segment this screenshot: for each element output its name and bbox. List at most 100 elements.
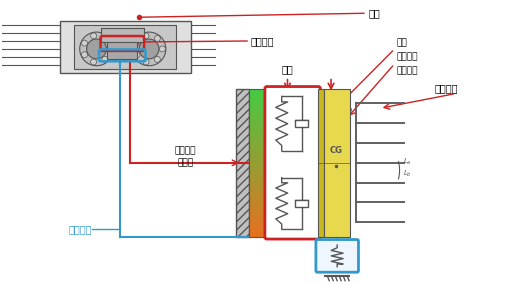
Bar — [249, 183, 267, 184]
Bar — [249, 196, 267, 198]
Bar — [249, 125, 267, 126]
Bar — [249, 106, 267, 107]
Bar — [249, 95, 267, 96]
Bar — [249, 216, 267, 217]
Bar — [249, 208, 267, 209]
Text: 惯性矩阵: 惯性矩阵 — [397, 52, 418, 61]
Bar — [249, 121, 267, 122]
Bar — [249, 130, 267, 131]
Text: 弹性光盘: 弹性光盘 — [434, 84, 458, 93]
Bar — [249, 180, 267, 181]
Bar — [249, 225, 267, 226]
Text: 质量: 质量 — [397, 38, 407, 48]
Bar — [249, 139, 267, 140]
Bar — [249, 120, 267, 121]
Circle shape — [82, 40, 87, 46]
Bar — [249, 137, 267, 138]
Circle shape — [90, 33, 97, 39]
Bar — [249, 233, 267, 234]
Bar — [249, 190, 267, 191]
Bar — [249, 155, 267, 156]
Bar — [249, 98, 267, 99]
Bar — [74, 25, 176, 69]
Bar — [249, 123, 267, 124]
Bar — [249, 89, 267, 91]
Bar — [249, 232, 267, 233]
Bar — [249, 146, 267, 147]
Bar — [249, 119, 267, 120]
Bar — [249, 104, 267, 105]
Bar — [249, 132, 267, 133]
Circle shape — [143, 59, 149, 65]
Bar — [249, 211, 267, 212]
Bar — [249, 91, 267, 93]
Bar — [249, 99, 267, 100]
Bar — [249, 157, 267, 158]
Bar — [249, 136, 267, 137]
Bar — [249, 156, 267, 157]
Bar — [108, 38, 137, 59]
Circle shape — [82, 52, 87, 58]
Bar — [249, 173, 267, 174]
Bar — [249, 138, 267, 139]
Bar — [249, 176, 267, 177]
Bar — [249, 114, 267, 115]
Bar — [249, 103, 267, 104]
Text: 的刚度: 的刚度 — [178, 159, 194, 168]
Bar — [249, 129, 267, 130]
Bar — [249, 124, 267, 125]
Bar — [249, 142, 267, 143]
Bar — [249, 144, 267, 145]
Bar — [249, 151, 267, 152]
Bar — [249, 140, 267, 141]
Bar — [236, 89, 249, 237]
Bar — [249, 149, 267, 150]
Text: 阳心位置: 阳心位置 — [397, 66, 418, 75]
Bar — [249, 206, 267, 207]
Bar — [249, 148, 267, 149]
Circle shape — [102, 56, 108, 62]
Bar — [249, 172, 267, 173]
Bar — [249, 231, 267, 232]
Bar — [249, 102, 267, 103]
Text: CG: CG — [329, 146, 342, 155]
Bar — [249, 107, 267, 108]
Bar — [249, 112, 267, 113]
Bar — [249, 108, 267, 109]
Bar — [101, 28, 144, 42]
Bar — [249, 153, 267, 154]
Circle shape — [154, 56, 161, 62]
Bar — [249, 115, 267, 116]
Bar — [249, 219, 267, 220]
Bar — [249, 205, 267, 206]
Bar — [249, 105, 267, 106]
Circle shape — [87, 39, 107, 59]
Bar — [249, 187, 267, 188]
Bar — [249, 217, 267, 218]
Bar — [249, 207, 267, 208]
Bar — [249, 168, 267, 169]
Text: 转子: 转子 — [369, 8, 380, 18]
Bar — [249, 116, 267, 117]
Bar — [249, 145, 267, 146]
Bar — [249, 200, 267, 201]
Bar — [249, 128, 267, 129]
Circle shape — [107, 46, 113, 52]
Bar — [249, 215, 267, 216]
Bar — [249, 224, 267, 225]
Bar — [249, 236, 267, 237]
Bar — [295, 200, 308, 207]
Bar — [249, 177, 267, 178]
Bar — [249, 191, 267, 192]
Bar — [249, 159, 267, 160]
Bar — [249, 174, 267, 175]
Bar — [249, 161, 267, 162]
Bar — [249, 213, 267, 214]
Bar — [249, 152, 267, 153]
Bar — [249, 223, 267, 224]
Bar — [249, 185, 267, 186]
Bar — [249, 178, 267, 179]
Bar — [249, 111, 267, 112]
Bar — [249, 166, 267, 167]
FancyBboxPatch shape — [265, 87, 321, 239]
